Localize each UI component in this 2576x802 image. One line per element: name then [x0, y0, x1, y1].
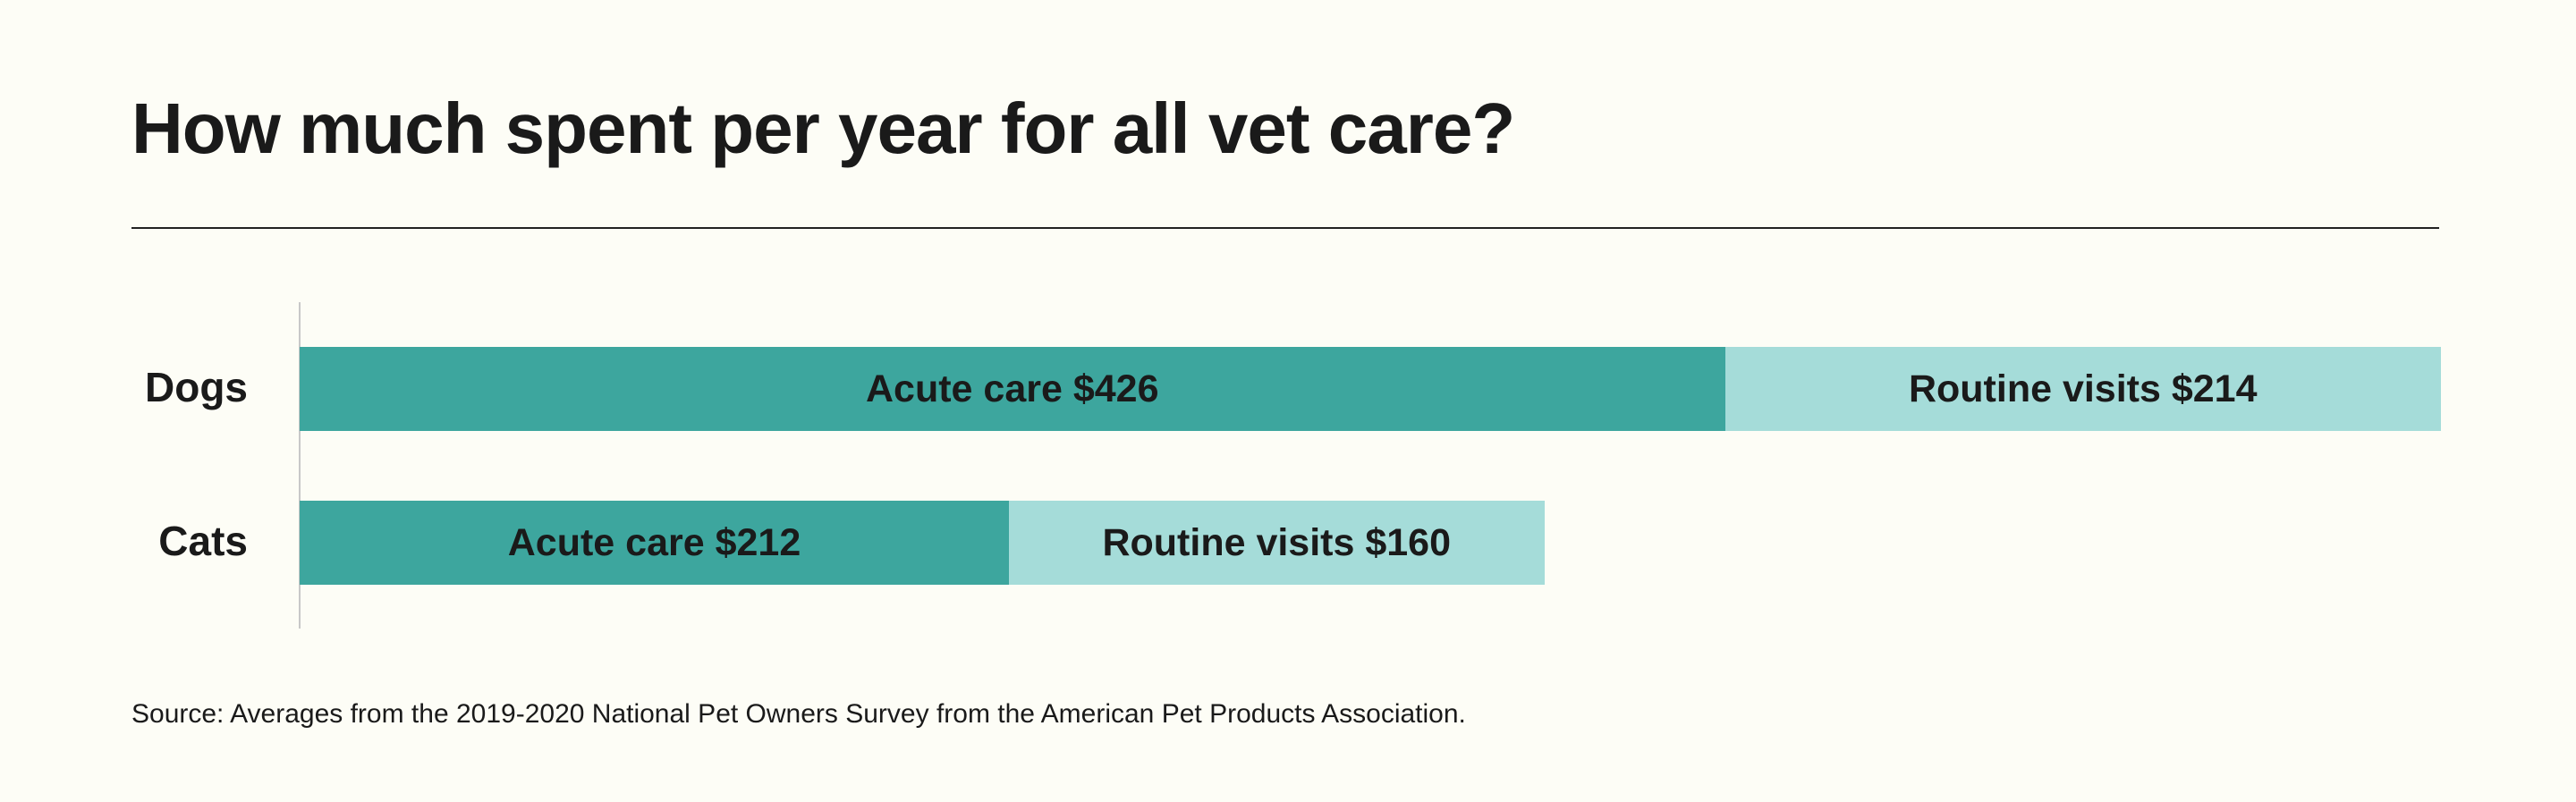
bar-data-label: Acute care $426 [866, 367, 1159, 410]
bar-data-label: Acute care $212 [507, 520, 801, 564]
bar-cats-acute-care: Acute care $212 [300, 501, 1009, 585]
source-note: Source: Averages from the 2019-2020 Nati… [131, 699, 1466, 729]
category-label-cats: Cats [158, 518, 248, 564]
chart-title: How much spent per year for all vet care… [131, 89, 1515, 168]
title-divider [131, 227, 2439, 229]
bar-dogs-acute-care: Acute care $426 [300, 347, 1725, 431]
y-axis-line [299, 302, 301, 629]
bar-data-label: Routine visits $214 [1908, 367, 2258, 410]
bar-cats-routine-visits: Routine visits $160 [1009, 501, 1545, 585]
bar-dogs-routine-visits: Routine visits $214 [1724, 347, 2441, 431]
bar-data-label: Routine visits $160 [1102, 520, 1452, 564]
category-label-dogs: Dogs [145, 364, 248, 410]
